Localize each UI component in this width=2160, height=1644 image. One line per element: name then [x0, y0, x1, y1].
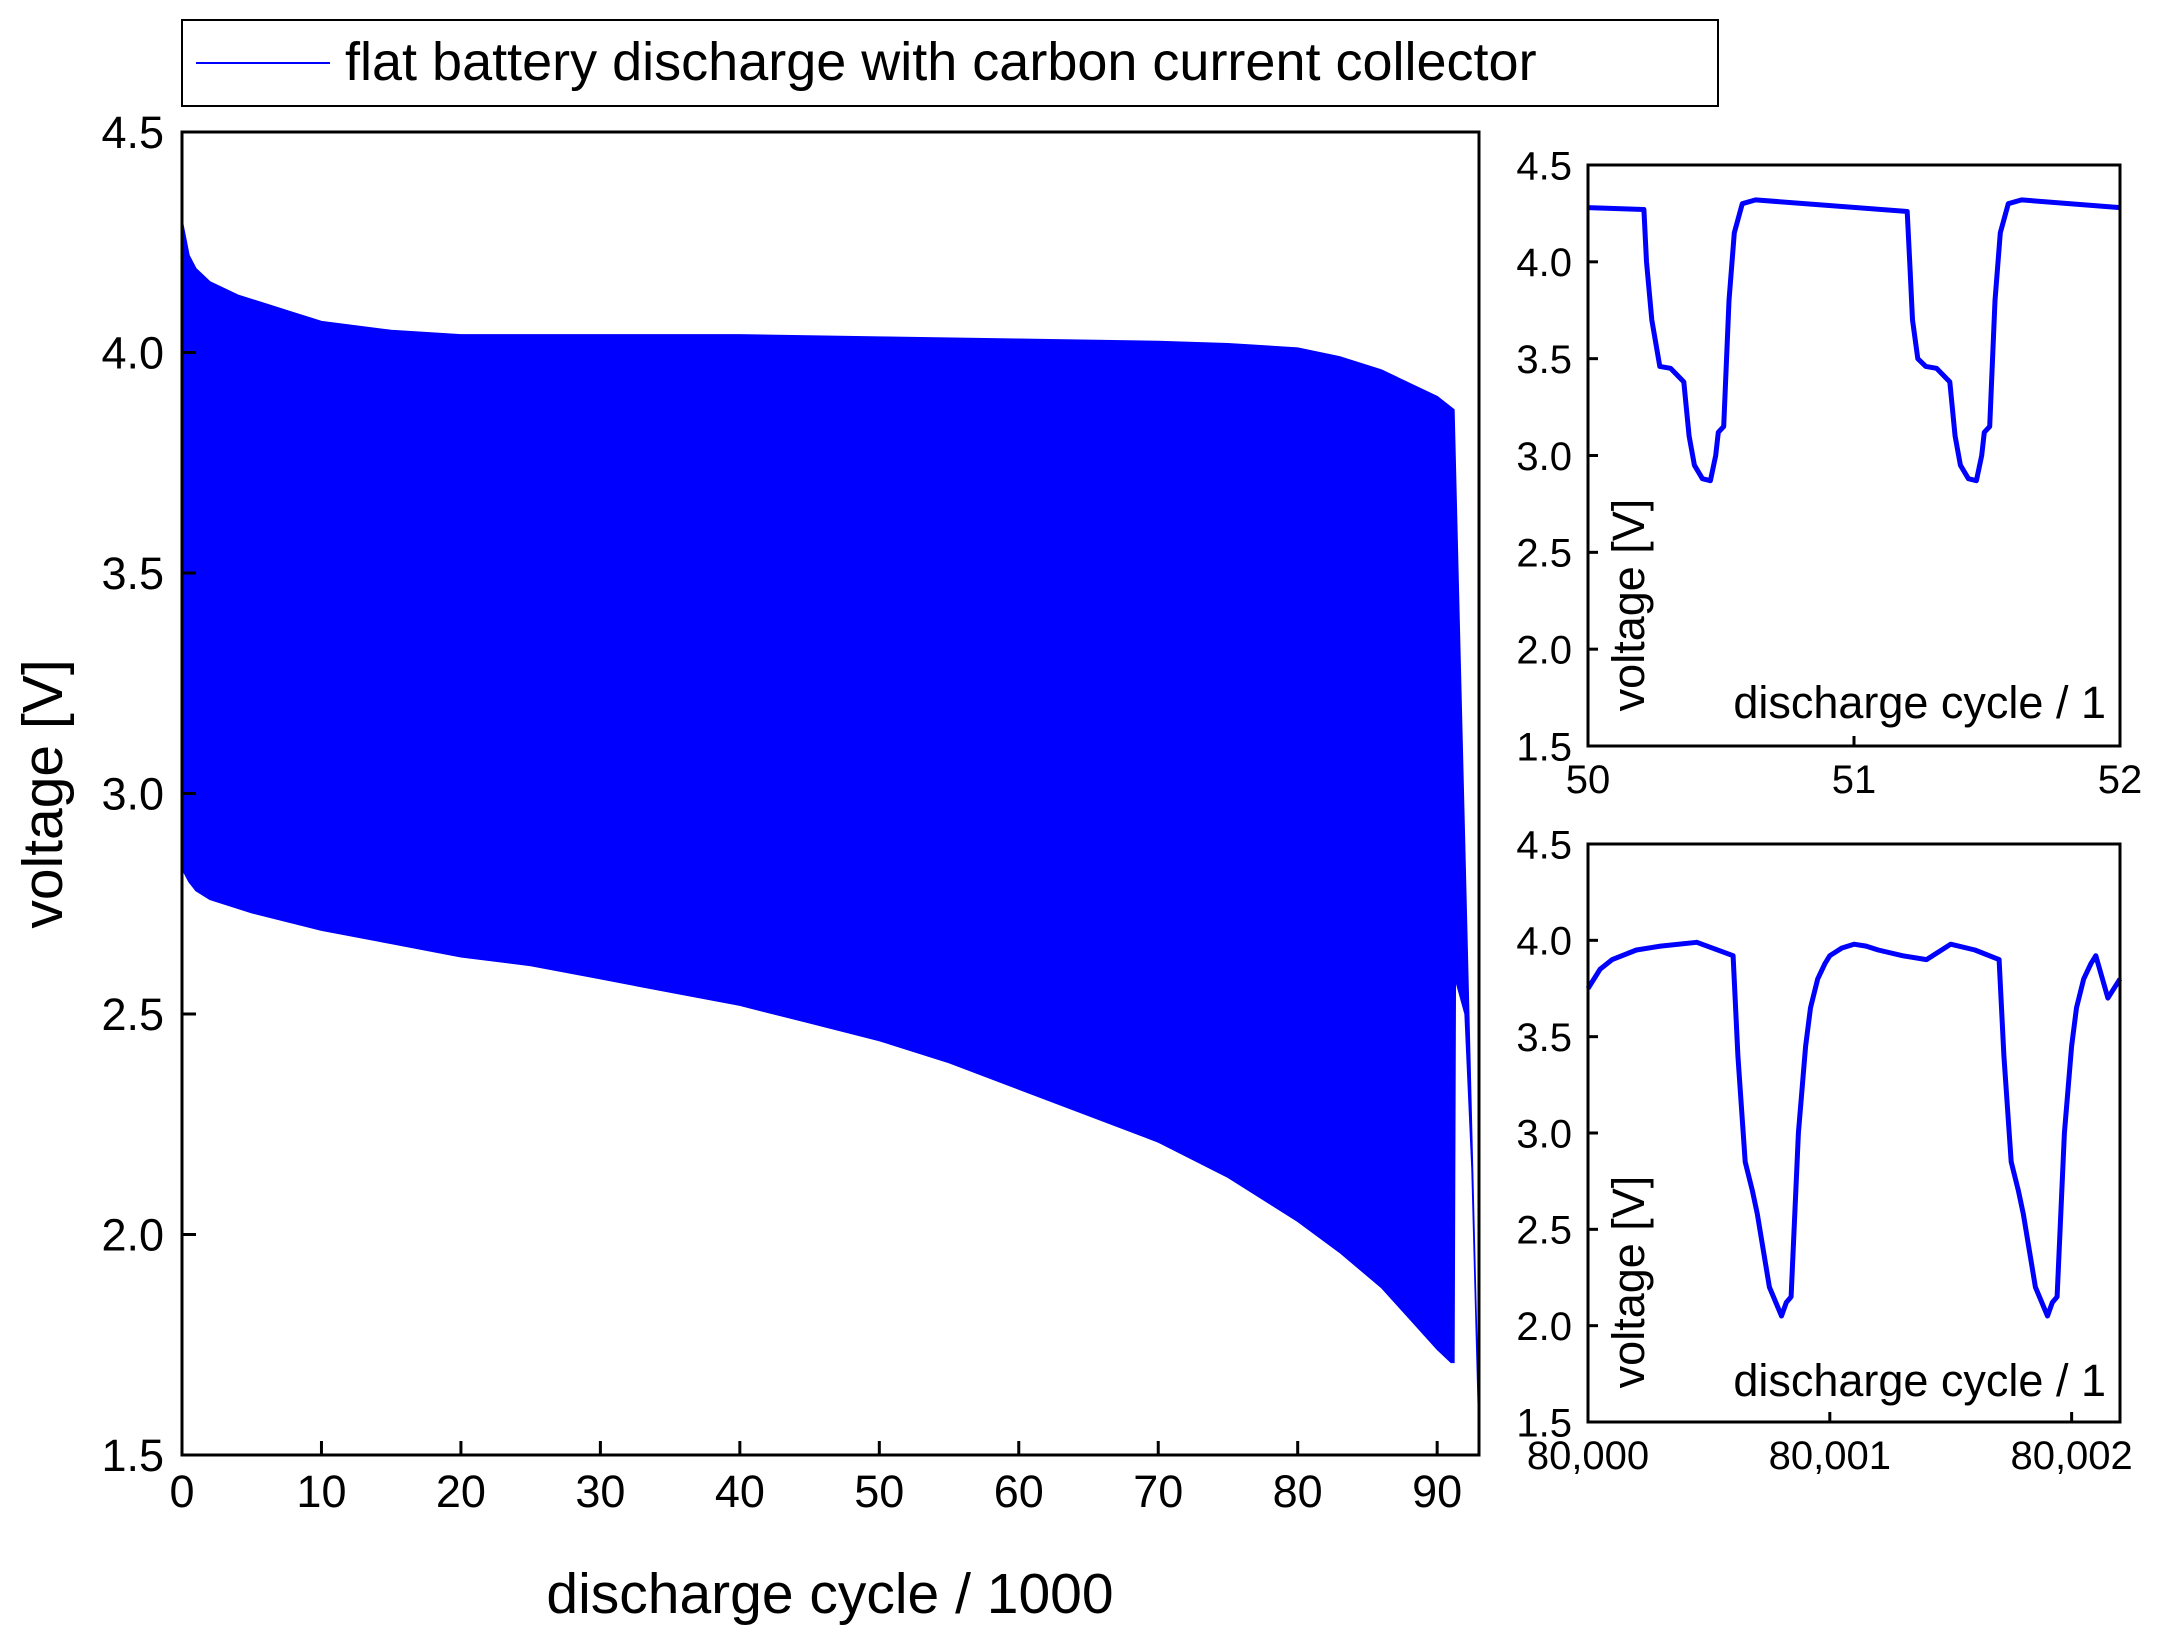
- inset2-y-tick-label: 4.5: [1516, 823, 1572, 867]
- legend: flat battery discharge with carbon curre…: [181, 19, 1719, 107]
- inset1-x-ticks: 50 51 52: [1566, 736, 2143, 802]
- inset1-y-tick-label: 2.5: [1516, 532, 1572, 576]
- main-chart: 0 10 20 30 40 50 60 70 80 90 1.5 2.0 2.5 3.0 3.5 4.0 4.…: [11, 107, 1481, 1626]
- main-y-axis-label: voltage [V]: [11, 659, 75, 928]
- inset2-x-tick-label: 80,000: [1527, 1434, 1649, 1478]
- main-y-tick-label: 2.5: [101, 989, 164, 1040]
- inset-chart-cycles-50-52: 50 51 52 1.5 2.0 2.5 3.0 3.5 4.0 4.5 discharge c…: [1516, 144, 2142, 802]
- inset2-y-tick-label: 3.5: [1516, 1016, 1572, 1060]
- inset1-voltage-line: [1587, 197, 2121, 484]
- main-x-tick-label: 0: [169, 1466, 194, 1517]
- main-discharge-band: [181, 220, 1480, 1434]
- main-x-tick-label: 30: [575, 1466, 625, 1517]
- inset2-plot-frame: [1586, 842, 2122, 1424]
- inset1-x-tick-label: 50: [1566, 758, 1611, 802]
- inset1-y-tick-label: 1.5: [1516, 725, 1572, 769]
- main-y-tick-label: 2.0: [101, 1210, 164, 1261]
- main-y-tick-label: 3.5: [101, 548, 164, 599]
- inset1-y-tick-label: 3.5: [1516, 338, 1572, 382]
- main-y-tick-label: 4.5: [101, 107, 164, 158]
- inset1-y-tick-label: 2.0: [1516, 629, 1572, 673]
- main-x-ticks: 0 10 20 30 40 50 60 70 80 90: [169, 1441, 1462, 1517]
- inset1-y-ticks: 1.5 2.0 2.5 3.0 3.5 4.0 4.5: [1516, 144, 1598, 769]
- inset2-y-axis-label: voltage [V]: [1603, 1176, 1654, 1389]
- inset1-x-axis-label: discharge cycle / 1: [1733, 677, 2106, 728]
- inset1-plot-area: [1587, 197, 2121, 484]
- main-plot-area: [181, 220, 1480, 1434]
- inset1-x-tick-label: 52: [2098, 758, 2143, 802]
- inset2-y-tick-label: 2.0: [1516, 1305, 1572, 1349]
- inset2-y-ticks: 1.5 2.0 2.5 3.0 3.5 4.0 4.5: [1516, 823, 1598, 1445]
- main-x-tick-label: 90: [1412, 1466, 1462, 1517]
- inset1-y-tick-label: 3.0: [1516, 435, 1572, 479]
- inset2-x-ticks: 80,000 80,001 80,002: [1527, 1412, 2133, 1478]
- main-y-tick-label: 3.0: [101, 769, 164, 820]
- main-y-tick-label: 4.0: [101, 328, 164, 379]
- inset1-plot-frame: [1586, 163, 2122, 748]
- inset2-plot-area: [1585, 939, 2123, 1319]
- main-x-tick-label: 70: [1133, 1466, 1183, 1517]
- inset1-y-tick-label: 4.5: [1516, 144, 1572, 188]
- main-x-tick-label: 20: [436, 1466, 486, 1517]
- main-x-axis-label: discharge cycle / 1000: [546, 1562, 1113, 1626]
- legend-label: flat battery discharge with carbon curre…: [345, 32, 1537, 92]
- inset1-y-axis-label: voltage [V]: [1603, 499, 1654, 712]
- main-x-tick-label: 40: [715, 1466, 765, 1517]
- inset2-voltage-line: [1585, 939, 2123, 1319]
- inset2-x-tick-label: 80,001: [1769, 1434, 1891, 1478]
- inset-chart-cycles-80000-80002: 80,000 80,001 80,002 1.5 2.0 2.5 3.0 3.5 4.0 4.5…: [1516, 823, 2132, 1478]
- inset2-y-tick-label: 2.5: [1516, 1209, 1572, 1253]
- inset2-x-tick-label: 80,002: [2010, 1434, 2132, 1478]
- main-y-ticks: 1.5 2.0 2.5 3.0 3.5 4.0 4.5: [101, 107, 196, 1481]
- legend-frame: [181, 19, 1719, 107]
- inset2-y-tick-label: 4.0: [1516, 920, 1572, 964]
- main-x-tick-label: 60: [994, 1466, 1044, 1517]
- inset2-y-tick-label: 1.5: [1516, 1401, 1572, 1445]
- inset1-y-tick-label: 4.0: [1516, 241, 1572, 285]
- main-y-tick-label: 1.5: [101, 1430, 164, 1481]
- inset1-x-tick-label: 51: [1832, 758, 1877, 802]
- inset2-x-axis-label: discharge cycle / 1: [1733, 1355, 2106, 1406]
- main-x-tick-label: 80: [1273, 1466, 1323, 1517]
- main-x-tick-label: 10: [296, 1466, 346, 1517]
- inset2-y-tick-label: 3.0: [1516, 1112, 1572, 1156]
- main-x-tick-label: 50: [854, 1466, 904, 1517]
